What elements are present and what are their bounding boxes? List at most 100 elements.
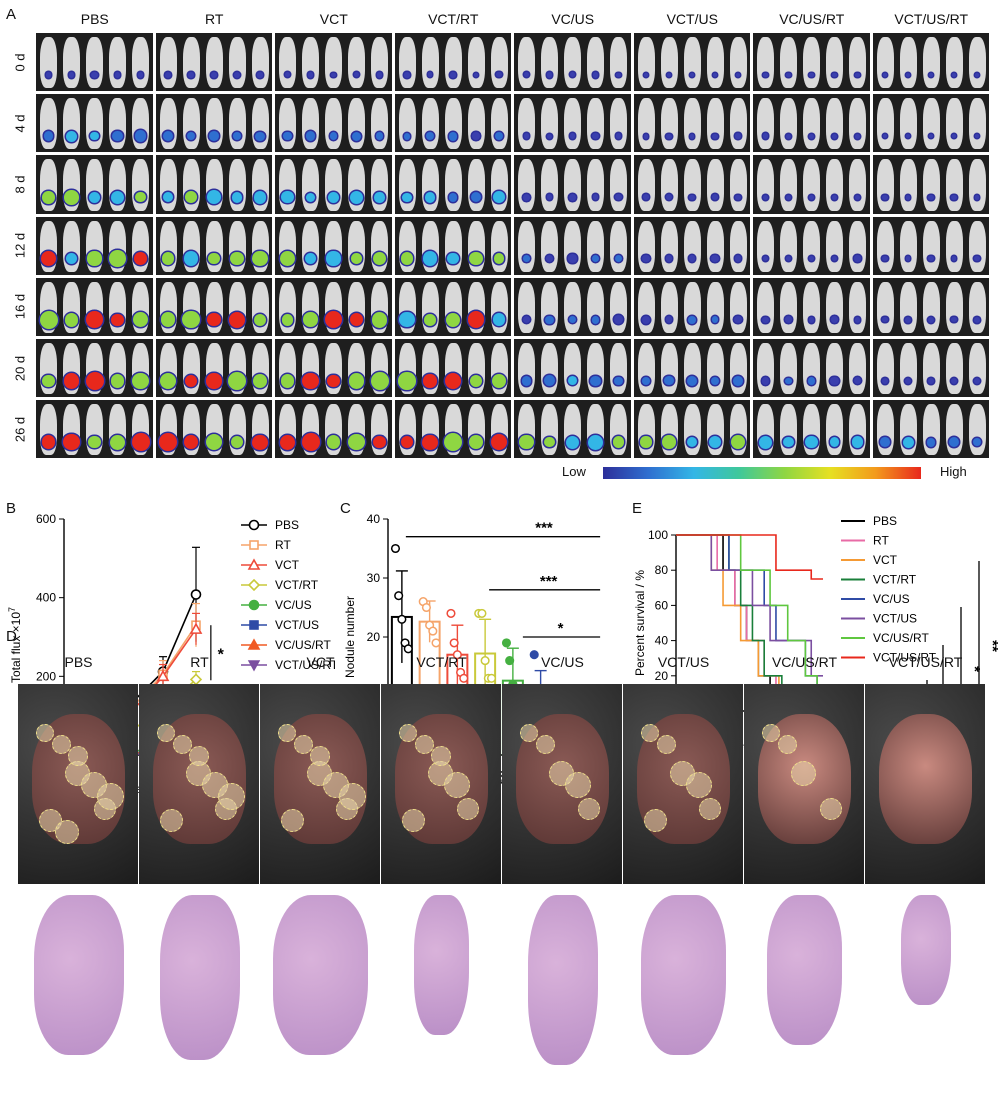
tumor-signal <box>710 376 720 386</box>
mouse <box>325 404 342 456</box>
significance-mark: * <box>218 647 225 664</box>
tumor-signal <box>544 436 555 448</box>
tumor-signal <box>689 194 695 201</box>
day-label-26-d: 26 d <box>12 416 28 442</box>
tumor-nodule-circle <box>536 735 555 754</box>
tumor-signal <box>473 72 479 78</box>
tumor-signal <box>211 72 217 78</box>
data-point <box>529 650 539 660</box>
tumor-signal <box>373 252 386 265</box>
mouse <box>86 98 103 150</box>
mouse <box>899 159 917 211</box>
mouse <box>660 159 678 211</box>
tumor-signal <box>109 434 126 450</box>
tumor-signal <box>206 373 222 389</box>
mouse <box>637 404 655 456</box>
mouse <box>780 98 797 150</box>
he-section <box>33 895 124 1055</box>
imaging-tile <box>155 155 272 214</box>
imaging-tile <box>36 339 153 398</box>
tumor-nodule-circle <box>520 724 538 742</box>
data-point <box>390 543 401 554</box>
tumor-signal <box>327 374 340 388</box>
mouse <box>610 343 627 395</box>
mouse <box>279 343 296 395</box>
tumor-signal <box>371 311 388 328</box>
legend-item-vct-us: VCT/US <box>841 612 917 626</box>
mouse <box>251 98 269 150</box>
mouse <box>182 281 200 333</box>
mouse <box>899 343 917 395</box>
mouse <box>922 159 940 211</box>
tumor-signal <box>951 317 957 323</box>
tumor-signal <box>951 133 957 139</box>
tumor-nodule-circle <box>68 746 88 766</box>
tumor-signal <box>902 436 914 448</box>
tumor-nodule-circle <box>281 809 304 832</box>
mouse <box>587 220 604 272</box>
mouse <box>660 404 678 456</box>
tumor-signal <box>404 72 410 78</box>
tumor-signal <box>68 72 75 78</box>
tumor-signal <box>592 72 599 78</box>
mouse <box>637 37 655 89</box>
tumor-signal <box>88 191 101 203</box>
tumor-signal <box>496 72 502 78</box>
tumor-nodule-circle <box>778 735 797 754</box>
mouse <box>205 343 223 395</box>
imaging-tile <box>36 277 153 336</box>
legend-item-vct: VCT <box>841 553 898 567</box>
tumor-signal <box>131 433 150 452</box>
mouse <box>421 281 439 333</box>
mouse <box>40 37 57 89</box>
tumor-signal <box>279 250 296 267</box>
mouse <box>86 37 103 89</box>
mouse <box>541 37 558 89</box>
tumor-signal <box>159 372 177 390</box>
mouse <box>729 159 747 211</box>
imaging-tile <box>514 339 631 398</box>
legend-label: VC/US <box>275 598 312 612</box>
mouse <box>729 281 747 333</box>
tumor-signal <box>854 133 861 139</box>
data-point <box>189 622 203 634</box>
tumor-signal <box>546 194 553 201</box>
he-section <box>159 895 240 1060</box>
mouse <box>518 220 535 272</box>
tumor-signal <box>592 133 599 140</box>
tumor-signal <box>569 194 576 201</box>
tumor-signal <box>349 313 364 327</box>
mouse <box>159 220 177 272</box>
legend-label: VCT/US <box>873 612 917 626</box>
mouse <box>109 220 126 272</box>
lung-label-vct-us-rt: VCT/US/RT <box>888 654 963 670</box>
tumor-signal <box>854 255 861 262</box>
day-label-20-d: 20 d <box>12 355 28 381</box>
mouse <box>467 343 485 395</box>
tumor-signal <box>375 132 384 140</box>
mouse <box>899 98 917 150</box>
tumor-signal <box>493 253 505 264</box>
tumor-nodule-circle <box>657 735 676 754</box>
mouse <box>706 98 724 150</box>
mouse <box>803 404 820 456</box>
mouse <box>348 281 365 333</box>
mouse <box>63 404 80 456</box>
mouse <box>302 343 319 395</box>
tumor-signal <box>329 132 338 141</box>
mouse <box>803 220 820 272</box>
mouse <box>325 343 342 395</box>
mouse <box>182 159 200 211</box>
mouse <box>876 98 894 150</box>
tumor-signal <box>974 133 980 139</box>
y-tick-label: 20 <box>655 669 669 683</box>
mouse <box>159 343 177 395</box>
mouse <box>63 343 80 395</box>
mouse <box>541 220 558 272</box>
mouse <box>922 37 940 89</box>
tumor-nodule-circle <box>55 820 79 844</box>
mouse <box>205 404 223 456</box>
tumor-signal <box>666 133 672 139</box>
tumor-nodule-circle <box>218 783 245 810</box>
tumor-signal <box>301 433 320 452</box>
